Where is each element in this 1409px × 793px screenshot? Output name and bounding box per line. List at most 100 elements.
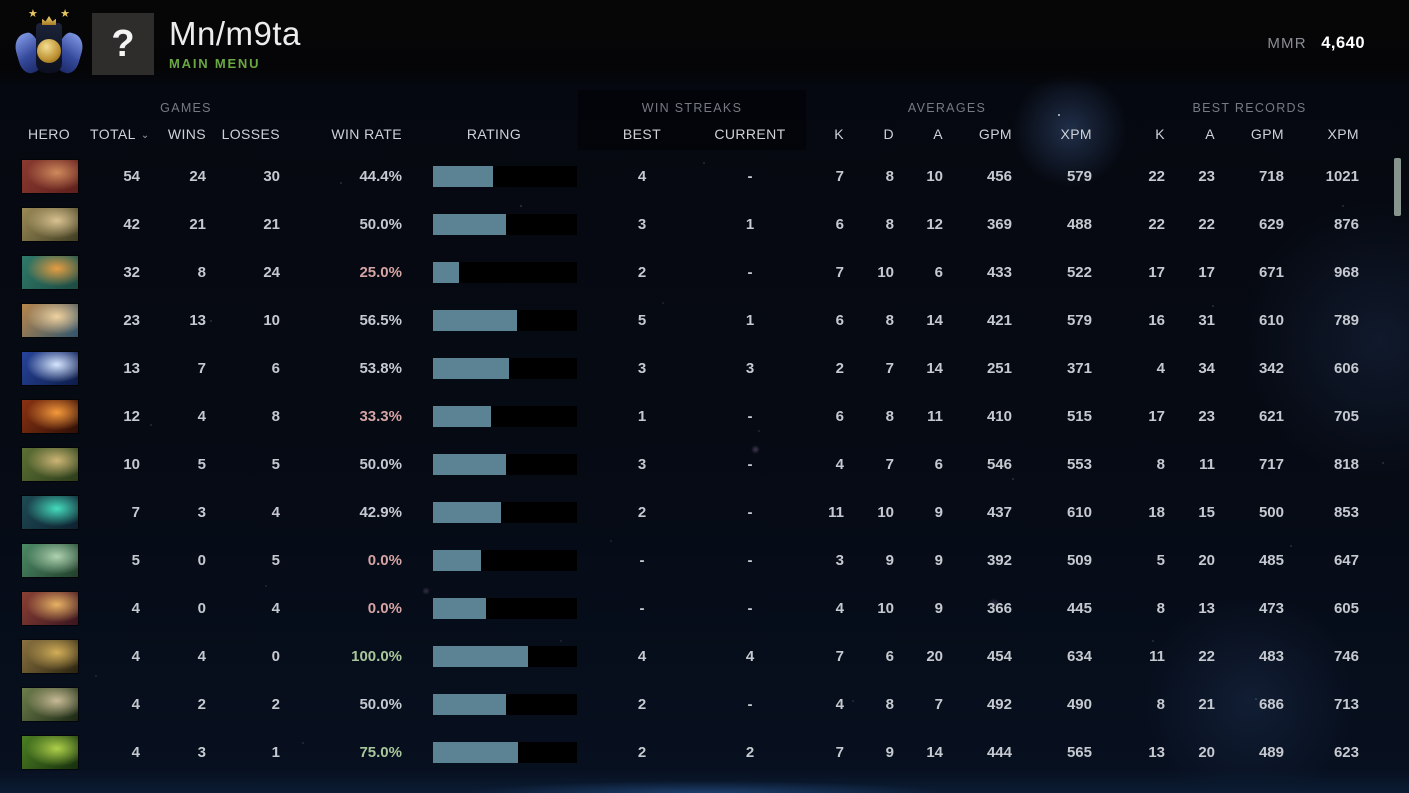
hero-row-4[interactable]: 23 13 10 56.5% 5 1 6 8 14 421 579 16 31 … — [0, 296, 1409, 344]
best-xpm-cell: 705 — [1333, 407, 1359, 425]
undying-portrait[interactable] — [22, 687, 78, 721]
hero-row-9[interactable]: 5 0 5 0.0% - - 3 9 9 392 509 5 20 485 64… — [0, 536, 1409, 584]
win-rate-cell: 100.0% — [351, 647, 402, 665]
teal-dragon-hero-portrait[interactable] — [22, 495, 78, 529]
col-best-gpm[interactable]: GPM — [1250, 126, 1284, 142]
col-avg-assists[interactable]: A — [933, 126, 943, 142]
avg-assists-cell: 6 — [934, 263, 943, 281]
avg-deaths-cell: 7 — [885, 455, 894, 473]
avg-xpm-cell: 515 — [1066, 407, 1092, 425]
hero-row-10[interactable]: 4 0 4 0.0% - - 4 10 9 366 445 8 13 473 6… — [0, 584, 1409, 632]
hero-row-3[interactable]: 32 8 24 25.0% 2 - 7 10 6 433 522 17 17 6… — [0, 248, 1409, 296]
best-kills-cell: 16 — [1148, 311, 1165, 329]
best-gpm-cell: 473 — [1258, 599, 1284, 617]
hero-row-13[interactable]: 4 3 1 75.0% 2 2 7 9 14 444 565 13 20 489… — [0, 728, 1409, 776]
footer-beam — [470, 781, 940, 793]
avg-kills-cell: 7 — [835, 647, 844, 665]
avg-deaths-cell: 8 — [885, 695, 894, 713]
pudge-portrait[interactable] — [22, 207, 78, 241]
col-avg-deaths[interactable]: D — [883, 126, 894, 142]
hero-row-8[interactable]: 7 3 4 42.9% 2 - 11 10 9 437 610 18 15 50… — [0, 488, 1409, 536]
hero-row-7[interactable]: 10 5 5 50.0% 3 - 4 7 6 546 553 8 11 717 … — [0, 440, 1409, 488]
clockwerk-portrait[interactable] — [22, 399, 78, 433]
hero-row-6[interactable]: 12 4 8 33.3% 1 - 6 8 11 410 515 17 23 62… — [0, 392, 1409, 440]
col-avg-gpm[interactable]: GPM — [978, 126, 1012, 142]
medal-orb — [37, 39, 61, 63]
hero-row-11[interactable]: 4 4 0 100.0% 4 4 7 6 20 454 634 11 22 48… — [0, 632, 1409, 680]
win-rate-cell: 42.9% — [359, 503, 402, 521]
scrollbar-thumb[interactable] — [1394, 158, 1401, 216]
io-portrait[interactable] — [22, 351, 78, 385]
wins-cell: 13 — [189, 311, 206, 329]
avatar-placeholder-glyph: ? — [111, 22, 135, 65]
natures-prophet-portrait[interactable] — [22, 447, 78, 481]
viper-portrait[interactable] — [22, 735, 78, 769]
best-kills-cell: 17 — [1148, 263, 1165, 281]
total-cell: 4 — [131, 743, 140, 761]
col-best-kills[interactable]: K — [1155, 126, 1165, 142]
main-menu-link[interactable]: MAIN MENU — [169, 56, 261, 71]
hero-row-1[interactable]: 54 24 30 44.4% 4 - 7 8 10 456 579 22 23 … — [0, 152, 1409, 200]
streak-best-cell: 2 — [637, 743, 647, 761]
col-best-xpm[interactable]: XPM — [1327, 126, 1359, 142]
rating-bar — [433, 261, 577, 283]
col-streak-best[interactable]: BEST — [622, 126, 662, 142]
col-wins[interactable]: WINS — [167, 126, 206, 142]
win-rate-cell: 0.0% — [367, 551, 402, 569]
col-rating[interactable]: RATING — [466, 126, 522, 142]
streak-best-cell: 2 — [637, 503, 647, 521]
hero-row-5[interactable]: 13 7 6 53.8% 3 3 2 7 14 251 371 4 34 342… — [0, 344, 1409, 392]
best-gpm-cell: 610 — [1258, 311, 1284, 329]
streak-current-cell: 1 — [745, 215, 755, 233]
col-total[interactable]: TOTAL ⌄ — [90, 126, 150, 142]
avg-kills-cell: 6 — [835, 311, 844, 329]
avg-assists-cell: 12 — [926, 215, 943, 233]
best-gpm-cell: 686 — [1258, 695, 1284, 713]
rating-bar — [433, 453, 577, 475]
best-assists-cell: 15 — [1198, 503, 1215, 521]
avg-xpm-cell: 565 — [1066, 743, 1092, 761]
group-games: GAMES — [160, 101, 212, 115]
player-info: Mn/m9ta MAIN MENU — [169, 17, 301, 71]
rating-bar-fill — [433, 453, 507, 475]
rating-bar-fill — [433, 309, 517, 331]
best-gpm-cell: 718 — [1258, 167, 1284, 185]
col-streak-current[interactable]: CURRENT — [714, 126, 786, 142]
wins-cell: 3 — [197, 503, 206, 521]
col-win-rate[interactable]: WIN RATE — [331, 126, 402, 142]
scrollbar[interactable] — [1394, 152, 1401, 776]
avatar[interactable]: ? — [92, 13, 154, 75]
legion-commander-portrait[interactable] — [22, 591, 78, 625]
best-assists-cell: 34 — [1198, 359, 1215, 377]
best-xpm-cell: 853 — [1333, 503, 1359, 521]
col-losses[interactable]: LOSSES — [221, 126, 280, 142]
col-avg-xpm[interactable]: XPM — [1060, 126, 1092, 142]
rating-bar — [433, 405, 577, 427]
hero-row-2[interactable]: 42 21 21 50.0% 3 1 6 8 12 369 488 22 22 … — [0, 200, 1409, 248]
avg-gpm-cell: 444 — [986, 743, 1012, 761]
medal-star-icon: ★ — [60, 8, 70, 20]
axe-portrait[interactable] — [22, 159, 78, 193]
table-header: GAMES WIN STREAKS AVERAGES BEST RECORDS … — [0, 88, 1409, 152]
col-avg-kills[interactable]: K — [834, 126, 844, 142]
hero-row-12[interactable]: 4 2 2 50.0% 2 - 4 8 7 492 490 8 21 686 7… — [0, 680, 1409, 728]
best-xpm-cell: 623 — [1333, 743, 1359, 761]
best-assists-cell: 23 — [1198, 167, 1215, 185]
wins-cell: 7 — [197, 359, 206, 377]
best-assists-cell: 23 — [1198, 407, 1215, 425]
rating-bar-fill — [433, 645, 529, 667]
col-best-assists[interactable]: A — [1205, 126, 1215, 142]
avg-gpm-cell: 410 — [986, 407, 1012, 425]
bristleback-portrait[interactable] — [22, 255, 78, 289]
avg-kills-cell: 6 — [835, 215, 844, 233]
sand-king-portrait[interactable] — [22, 639, 78, 673]
col-hero[interactable]: HERO — [28, 126, 71, 142]
losses-cell: 24 — [263, 263, 280, 281]
losses-cell: 10 — [263, 311, 280, 329]
win-rate-cell: 50.0% — [359, 215, 402, 233]
total-cell: 42 — [123, 215, 140, 233]
streak-current-cell: - — [747, 503, 753, 521]
gyrocopter-portrait[interactable] — [22, 303, 78, 337]
tidehunter-portrait[interactable] — [22, 543, 78, 577]
